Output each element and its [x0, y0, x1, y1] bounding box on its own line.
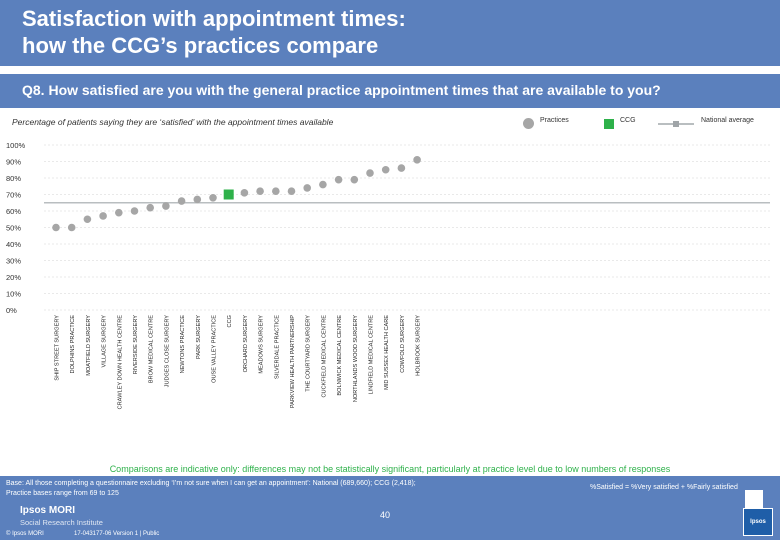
- y-tick-label: 0%: [6, 306, 17, 315]
- practice-point: [350, 175, 359, 184]
- category-label: PARK SURGERY: [196, 315, 202, 359]
- category-label: SILVERDALE PRACTICE: [274, 315, 280, 379]
- y-tick-label: 60%: [6, 207, 21, 216]
- practice-point: [67, 223, 76, 232]
- category-label: COWFOLD SURGERY: [400, 315, 406, 373]
- category-label: NORTHLANDS WOOD SURGERY: [353, 315, 359, 402]
- practice-point: [319, 180, 327, 189]
- legend-national-marker: [658, 121, 694, 127]
- base-line2: Practice bases range from 69 to 125: [6, 490, 119, 497]
- practice-point: [83, 215, 92, 224]
- practice-point: [381, 165, 390, 174]
- practice-point: [303, 184, 312, 192]
- y-tick-label: 80%: [6, 174, 21, 183]
- ipsos-mori-logo: Ipsos MORI: [20, 505, 76, 516]
- legend-ccg-label: CCG: [620, 117, 636, 124]
- y-tick-label: 70%: [6, 191, 21, 200]
- category-label: JUDGES CLOSE SURGERY: [164, 315, 170, 388]
- category-label: VILLAGE SURGERY: [102, 315, 108, 368]
- base-note: Base: All those completing a questionnai…: [6, 479, 416, 499]
- practice-point: [334, 175, 343, 184]
- header-bar: Satisfaction with appointment times: how…: [0, 0, 780, 66]
- category-label: MEADOWS SURGERY: [259, 315, 265, 374]
- legend-practices-marker: [523, 118, 534, 129]
- legend-ccg-marker: [604, 119, 614, 129]
- footer-bar: [0, 476, 780, 540]
- category-label: NEWTONS PRACTICE: [180, 315, 186, 374]
- practice-point: [397, 164, 406, 172]
- page-title-line2: how the CCG’s practices compare: [22, 33, 379, 58]
- practice-point: [130, 207, 139, 215]
- ipsos-brand-logo: Ipsos: [743, 508, 773, 536]
- page-number: 40: [380, 510, 391, 520]
- practice-point: [115, 208, 123, 217]
- comparison-note: Comparisons are indicative only: differe…: [109, 464, 671, 474]
- practice-point: [162, 202, 170, 210]
- chart-subtitle: Percentage of patients saying they are ‘…: [12, 117, 334, 127]
- practice-point: [272, 187, 280, 195]
- logo-subtitle: Social Research Institute: [20, 518, 103, 527]
- practice-point: [177, 197, 186, 205]
- page-title-line1: Satisfaction with appointment times:: [22, 6, 406, 31]
- practice-point: [52, 223, 60, 232]
- ccg-marker: [223, 189, 234, 200]
- category-label: SHIP STREET SURGERY: [55, 315, 61, 381]
- y-tick-label: 30%: [6, 257, 21, 266]
- practice-point: [146, 203, 154, 212]
- category-label: BOLNWICK MEDICAL CENTRE: [337, 315, 343, 396]
- category-label: THE COURTYARD SURGERY: [306, 315, 312, 392]
- y-tick-label: 40%: [6, 240, 21, 249]
- practice-point: [366, 169, 374, 177]
- legend-practices-label: Practices: [540, 117, 569, 124]
- satisfied-definition: %Satisfied = %Very satisfied + %Fairly s…: [590, 484, 738, 491]
- copyright: © Ipsos MORI: [6, 531, 44, 537]
- category-label: DOLPHINS PRACTICE: [70, 315, 76, 374]
- category-label: LINDFIELD MEDICAL CENTRE: [369, 315, 375, 395]
- y-tick-label: 20%: [6, 273, 21, 282]
- category-label: ORCHARD SURGERY: [243, 315, 249, 373]
- version-text: 17-043177-06 Version 1 | Public: [74, 531, 160, 537]
- category-label: PARKVIEW HEALTH PARTNERSHIP: [290, 315, 296, 408]
- category-label: MID SUSSEX HEALTH CARE: [384, 315, 390, 390]
- category-label: CRAWLEY DOWN HEALTH CENTRE: [117, 315, 123, 410]
- practice-point: [287, 187, 296, 195]
- scatter-chart: 0% 10% 20% 30% 40% 50% 60% 70% 80% 90% 100% SHIP ST…: [6, 141, 770, 410]
- practice-point: [209, 194, 217, 202]
- corner-logo-icon: [745, 490, 763, 508]
- practice-point: [256, 187, 264, 195]
- category-label: RIVERSIDE SURGERY: [133, 315, 139, 375]
- y-tick-label: 90%: [6, 158, 21, 167]
- question-text: Q8. How satisfied are you with the gener…: [22, 82, 661, 98]
- category-label: CCG: [227, 315, 233, 327]
- category-label: MOATFIELD SURGERY: [86, 315, 92, 376]
- base-line1: Base: All those completing a questionnai…: [6, 480, 416, 487]
- y-tick-label: 10%: [6, 290, 21, 299]
- practice-point: [240, 189, 249, 197]
- y-tick-label: 100%: [6, 141, 26, 150]
- category-label: HOLBROOK SURGERY: [416, 315, 422, 376]
- category-label: BROW MEDICAL CENTRE: [149, 315, 155, 383]
- practice-point: [413, 156, 421, 164]
- legend-national-label: National average: [701, 117, 754, 124]
- category-label: CUCKFIELD MEDICAL CENTRE: [321, 315, 327, 398]
- practice-point: [193, 195, 202, 204]
- practice-point: [99, 212, 107, 220]
- question-bar: Q8. How satisfied are you with the gener…: [0, 74, 780, 108]
- category-label: OUSE VALLEY PRACTICE: [212, 315, 218, 383]
- y-tick-label: 50%: [6, 224, 21, 233]
